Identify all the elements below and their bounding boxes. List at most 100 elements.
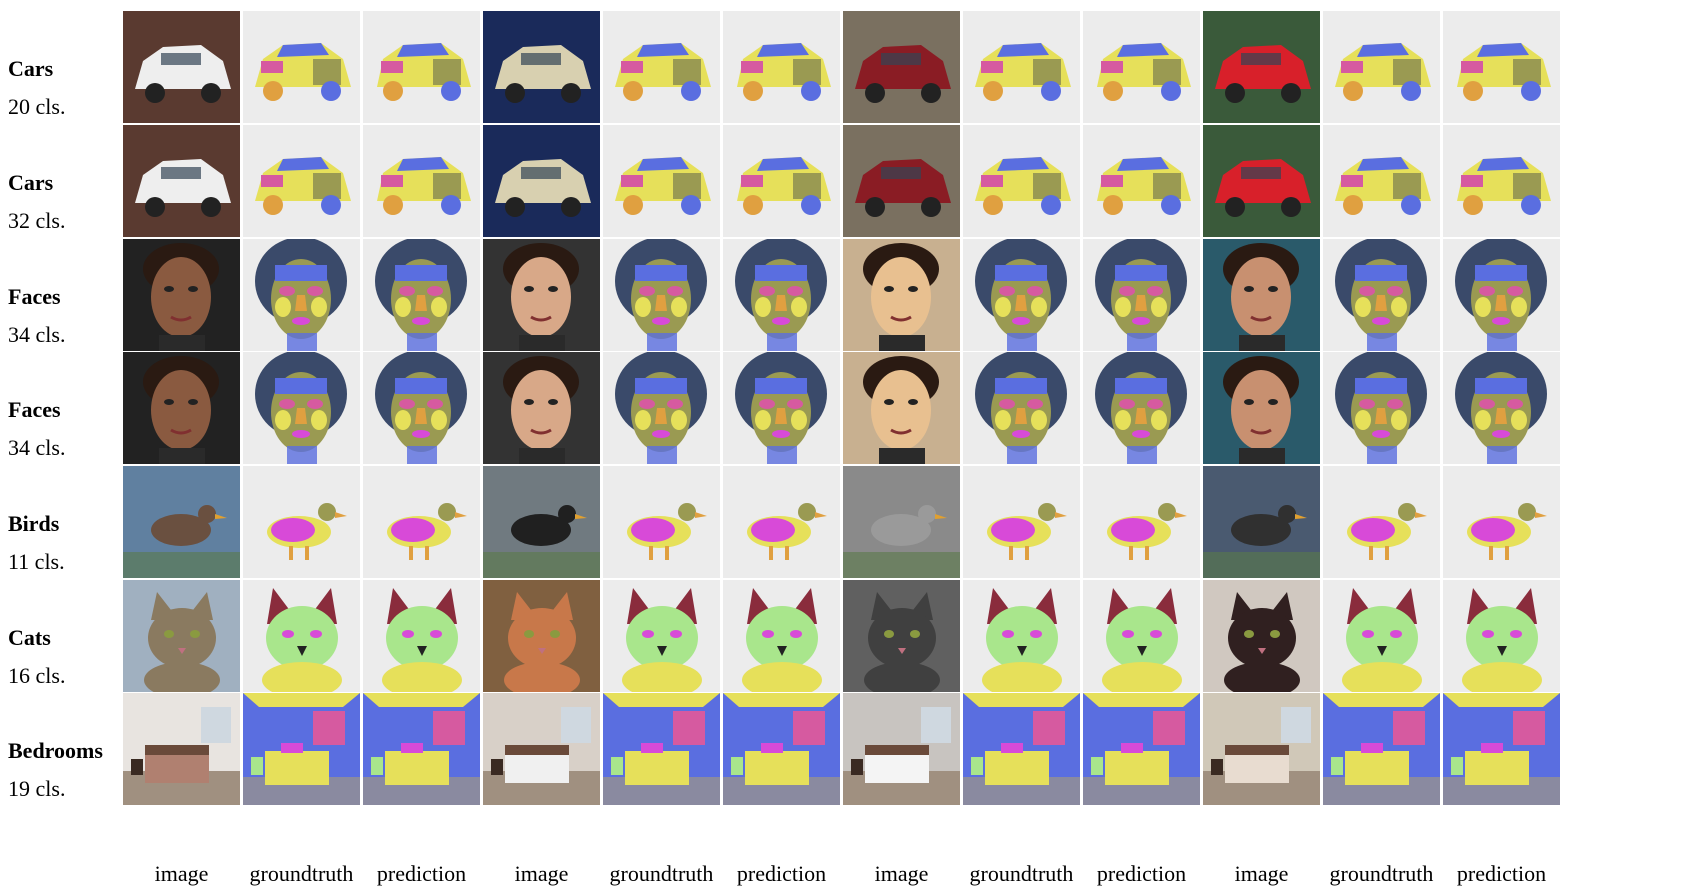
image-cell <box>843 580 960 692</box>
row-label: Cats 16 cls. <box>8 626 65 688</box>
groundtruth-cell <box>963 11 1080 123</box>
column-label: image <box>874 861 929 886</box>
groundtruth-cell <box>243 239 360 351</box>
prediction-cell <box>1443 11 1560 123</box>
image-cell <box>483 693 600 805</box>
image-cell <box>843 125 960 237</box>
row-label: Faces 34 cls. <box>8 285 65 347</box>
groundtruth-cell <box>603 580 720 692</box>
row-category: Faces <box>8 284 61 309</box>
column-label: image <box>1234 861 1289 886</box>
groundtruth-cell <box>243 580 360 692</box>
groundtruth-cell <box>963 125 1080 237</box>
column-label: prediction <box>1456 861 1547 886</box>
prediction-cell <box>1443 125 1560 237</box>
image-cell <box>1203 352 1320 464</box>
prediction-cell <box>723 11 840 123</box>
prediction-cell <box>1443 352 1560 464</box>
image-cell <box>843 466 960 578</box>
column-label: prediction <box>376 861 467 886</box>
groundtruth-cell <box>603 239 720 351</box>
groundtruth-cell <box>603 466 720 578</box>
groundtruth-cell <box>963 239 1080 351</box>
image-cell <box>123 239 240 351</box>
prediction-cell <box>1083 580 1200 692</box>
prediction-cell <box>363 693 480 805</box>
groundtruth-cell <box>603 11 720 123</box>
groundtruth-cell <box>603 352 720 464</box>
prediction-cell <box>1443 693 1560 805</box>
prediction-cell <box>1083 466 1200 578</box>
prediction-cell <box>723 125 840 237</box>
image-cell <box>483 125 600 237</box>
image-cell <box>1203 125 1320 237</box>
image-cell <box>123 11 240 123</box>
groundtruth-cell <box>243 125 360 237</box>
row-category: Faces <box>8 397 61 422</box>
groundtruth-cell <box>1323 580 1440 692</box>
column-label: image <box>514 861 569 886</box>
row-class-count: 34 cls. <box>8 322 66 347</box>
row-class-count: 20 cls. <box>8 94 66 119</box>
row-class-count: 19 cls. <box>8 776 66 801</box>
prediction-cell <box>1083 11 1200 123</box>
prediction-cell <box>723 693 840 805</box>
row-class-count: 34 cls. <box>8 435 66 460</box>
image-cell <box>123 580 240 692</box>
image-cell <box>843 11 960 123</box>
groundtruth-cell <box>243 352 360 464</box>
prediction-cell <box>723 466 840 578</box>
prediction-cell <box>723 352 840 464</box>
image-cell <box>1203 11 1320 123</box>
groundtruth-cell <box>243 11 360 123</box>
image-cell <box>123 352 240 464</box>
image-cell <box>483 239 600 351</box>
row-category: Cars <box>8 170 54 195</box>
prediction-cell <box>363 466 480 578</box>
groundtruth-cell <box>603 125 720 237</box>
prediction-cell <box>1083 239 1200 351</box>
prediction-cell <box>1083 352 1200 464</box>
column-label: prediction <box>736 861 827 886</box>
image-cell <box>1203 239 1320 351</box>
column-label: groundtruth <box>609 861 714 886</box>
groundtruth-cell <box>603 693 720 805</box>
row-category: Birds <box>8 511 60 536</box>
groundtruth-cell <box>1323 352 1440 464</box>
groundtruth-cell <box>1323 11 1440 123</box>
image-cell <box>123 693 240 805</box>
prediction-cell <box>723 239 840 351</box>
row-class-count: 32 cls. <box>8 208 66 233</box>
groundtruth-cell <box>1323 466 1440 578</box>
groundtruth-cell <box>243 693 360 805</box>
image-cell <box>123 466 240 578</box>
image-cell <box>483 11 600 123</box>
image-cell <box>1203 580 1320 692</box>
prediction-cell <box>363 239 480 351</box>
image-cell <box>123 125 240 237</box>
prediction-cell <box>363 580 480 692</box>
prediction-cell <box>1443 466 1560 578</box>
row-class-count: 11 cls. <box>8 549 65 574</box>
column-label: groundtruth <box>249 861 354 886</box>
image-cell <box>1203 693 1320 805</box>
row-label: Cars 32 cls. <box>8 171 65 233</box>
row-class-count: 16 cls. <box>8 663 66 688</box>
image-cell <box>483 352 600 464</box>
groundtruth-cell <box>963 580 1080 692</box>
prediction-cell <box>1443 239 1560 351</box>
groundtruth-cell <box>963 466 1080 578</box>
groundtruth-cell <box>1323 125 1440 237</box>
row-label: Birds 11 cls. <box>8 512 65 574</box>
prediction-cell <box>363 11 480 123</box>
groundtruth-cell <box>963 352 1080 464</box>
row-category: Cars <box>8 56 54 81</box>
image-cell <box>843 693 960 805</box>
row-category: Cats <box>8 625 51 650</box>
column-label: groundtruth <box>1329 861 1434 886</box>
column-label: groundtruth <box>969 861 1074 886</box>
prediction-cell <box>363 352 480 464</box>
prediction-cell <box>1083 693 1200 805</box>
prediction-cell <box>1083 125 1200 237</box>
